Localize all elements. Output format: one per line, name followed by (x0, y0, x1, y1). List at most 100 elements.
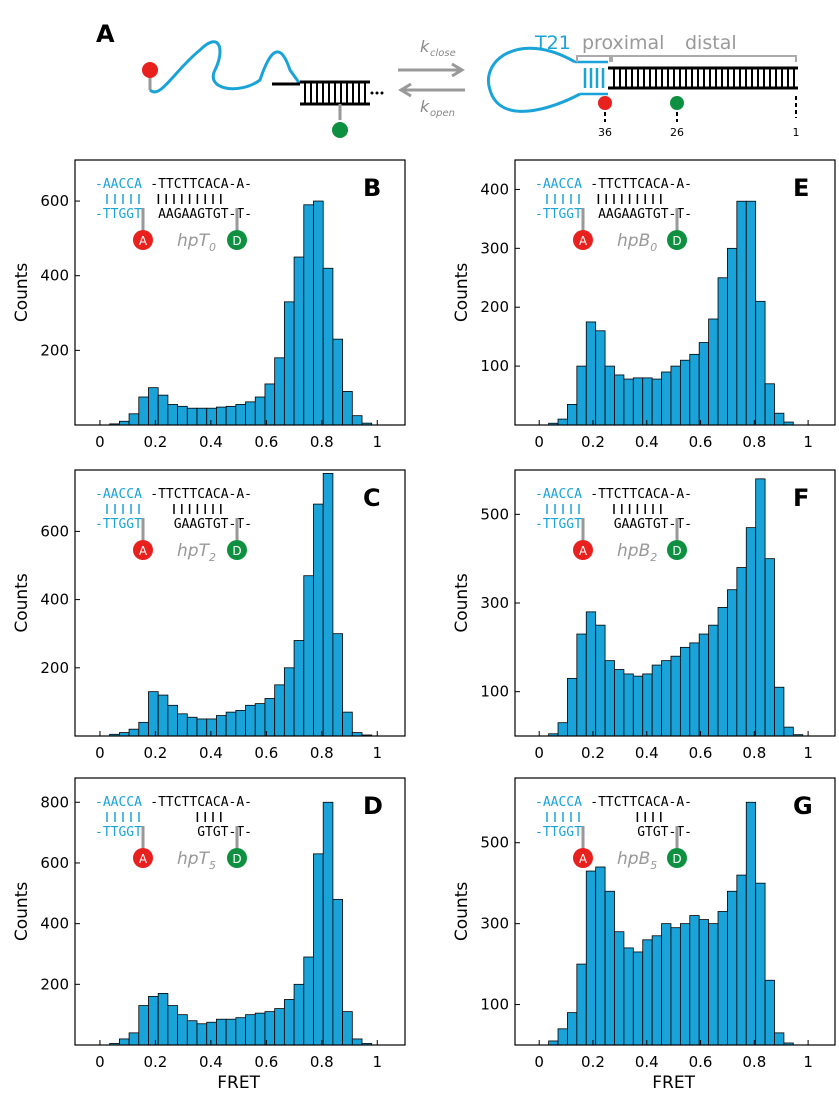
bar (661, 371, 672, 426)
y-tick-label: 300 (480, 239, 509, 257)
sequence: GTGT-T- (637, 825, 692, 840)
dye-label: D (672, 852, 681, 866)
bar (632, 377, 644, 426)
bar (698, 633, 710, 737)
bar (717, 277, 728, 426)
y-tick-label: 200 (40, 975, 69, 993)
bar (736, 567, 747, 737)
donor-dye (667, 230, 687, 250)
position-label: 1 (793, 126, 800, 139)
bar (342, 1011, 353, 1046)
bar (736, 200, 747, 426)
rate: k (420, 37, 430, 56)
bar (557, 418, 568, 426)
x-axis-label: FRET (652, 1073, 695, 1093)
bar (595, 866, 606, 1046)
bar (128, 728, 140, 737)
bar (727, 589, 738, 737)
inset: -AACCA -TTCTTCACA-A- -TTGGT AAGAAGTGT-T- A Dh… (535, 177, 692, 254)
bar (225, 1018, 237, 1046)
bar (274, 684, 285, 737)
bar (351, 1038, 363, 1046)
x-tick-label: 0.4 (199, 1053, 223, 1071)
stem (575, 60, 608, 96)
bar (557, 1028, 568, 1046)
donor-dye (227, 230, 247, 250)
acceptor-dye (573, 848, 593, 868)
bar (157, 694, 169, 737)
x-tick-label: 0.6 (254, 744, 278, 762)
position-marks (604, 96, 797, 122)
panel-label: C (363, 484, 381, 512)
bar (177, 713, 188, 737)
x-tick-label: 0.8 (310, 1053, 334, 1071)
x-tick-label: 0 (534, 1053, 544, 1071)
construct-name-main: hpT (177, 231, 211, 251)
sequence: -AACCA (535, 177, 582, 192)
sequence: -TTGGT (535, 207, 582, 222)
y-tick-label: 400 (40, 915, 69, 933)
plot-frame (74, 159, 406, 426)
bar (576, 963, 587, 1046)
x-tick-label: 0.6 (689, 744, 713, 762)
bar (604, 660, 615, 737)
x-tick-label: 0.2 (581, 1053, 605, 1071)
x-tick-label: 0 (534, 744, 544, 762)
bar (283, 301, 295, 426)
bar (679, 923, 691, 1046)
plot-frame (514, 777, 836, 1046)
dye-label: A (139, 234, 148, 248)
dye-label: A (139, 544, 148, 558)
bar (303, 575, 314, 737)
y-tick-label: 300 (480, 915, 509, 933)
bar (264, 1011, 276, 1046)
bar (245, 1014, 256, 1046)
dot (380, 91, 384, 95)
bar (585, 611, 597, 737)
bar (235, 404, 246, 426)
bar (708, 923, 719, 1046)
bar (567, 677, 578, 737)
construct-name-main: hpT (177, 541, 211, 561)
bar (196, 718, 208, 737)
construct-name: hpT5 (177, 849, 216, 872)
construct-name: hpT0 (177, 231, 216, 254)
acceptor-dye (133, 540, 153, 560)
construct-name-main: hpB (617, 231, 650, 251)
bar (632, 951, 644, 1046)
bar (708, 624, 719, 737)
rate: k (420, 97, 430, 116)
bar (614, 374, 625, 426)
x-tick-label: 0.6 (689, 1053, 713, 1071)
brackets (576, 55, 797, 62)
bar (642, 377, 653, 426)
bar (661, 923, 672, 1046)
sequence: -TTGGT (535, 517, 582, 532)
x-tick-label: 0.4 (199, 433, 223, 451)
bar (216, 715, 227, 737)
bar (755, 300, 766, 426)
x-tick-label: 1 (803, 433, 813, 451)
x-tick-label: 0 (95, 433, 105, 451)
sequence: -AACCA (95, 487, 142, 502)
sequence: -TTGGT (95, 825, 142, 840)
y-tick-label: 500 (480, 505, 509, 523)
sequence: GAAGTGT-T- (174, 517, 252, 532)
bar (303, 956, 314, 1046)
bar (698, 919, 710, 1046)
bar (651, 935, 662, 1046)
duplex (272, 80, 370, 106)
arrow (398, 82, 465, 98)
bar (254, 396, 266, 426)
construct-name: hpB2 (617, 541, 657, 564)
sequence: -AACCA (95, 795, 142, 810)
sequence: -AACCA (535, 487, 582, 502)
region-label: distal (685, 32, 737, 54)
sequence: -TTCTTCACA-A- (150, 487, 252, 502)
bar (293, 983, 305, 1046)
y-tick-label: 400 (40, 591, 69, 609)
bar (670, 927, 681, 1046)
